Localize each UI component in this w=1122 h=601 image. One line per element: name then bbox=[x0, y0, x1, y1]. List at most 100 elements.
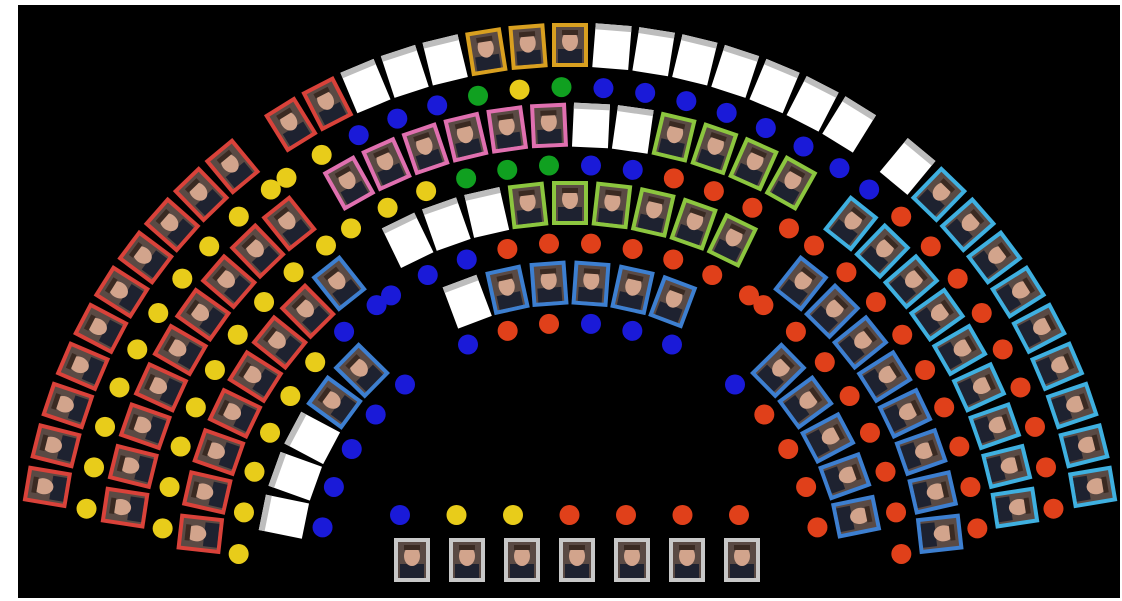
seat-dot bbox=[254, 292, 274, 312]
seat-dot bbox=[503, 505, 523, 525]
seat-dot bbox=[261, 179, 281, 199]
photo-hair bbox=[734, 545, 750, 550]
member-photo bbox=[176, 513, 224, 554]
seat-dot bbox=[366, 405, 386, 425]
empty-seat bbox=[612, 105, 654, 154]
member-photo bbox=[724, 538, 760, 582]
seat-dot bbox=[395, 375, 415, 395]
seat-dot bbox=[967, 518, 987, 538]
photo-suit bbox=[400, 564, 424, 578]
seat-dot bbox=[742, 198, 762, 218]
seat-dot bbox=[551, 77, 571, 97]
seat-dot bbox=[753, 295, 773, 315]
seat-dot bbox=[313, 517, 333, 537]
seat-dot bbox=[416, 181, 436, 201]
seat-dot bbox=[859, 179, 879, 199]
photo-hair bbox=[562, 188, 578, 193]
seat-dot bbox=[662, 335, 682, 355]
seat-dot bbox=[95, 417, 115, 437]
seat-dot bbox=[948, 269, 968, 289]
seat-dot bbox=[972, 303, 992, 323]
seat-dot bbox=[794, 136, 814, 156]
seat-dot bbox=[539, 314, 559, 334]
seat-dot bbox=[280, 386, 300, 406]
seat-dot bbox=[635, 83, 655, 103]
seat-dot bbox=[560, 505, 580, 525]
seat-dot bbox=[199, 236, 219, 256]
member-photo bbox=[530, 103, 568, 149]
seat-dot bbox=[860, 423, 880, 443]
seat-dot bbox=[616, 505, 636, 525]
seat-dot bbox=[623, 160, 643, 180]
seat-dot bbox=[663, 249, 683, 269]
seat-dot bbox=[171, 437, 191, 457]
seat-dot bbox=[324, 477, 344, 497]
seat-dot bbox=[260, 423, 280, 443]
seat-dot bbox=[886, 502, 906, 522]
seat-dot bbox=[456, 168, 476, 188]
empty-seat bbox=[592, 23, 631, 70]
member-photo bbox=[529, 261, 568, 307]
seat-dot bbox=[367, 295, 387, 315]
seat-dot bbox=[341, 218, 361, 238]
photo-suit bbox=[510, 564, 534, 578]
seat-dot bbox=[305, 352, 325, 372]
member-photo bbox=[508, 181, 549, 229]
seat-dot bbox=[378, 198, 398, 218]
photo-suit bbox=[558, 207, 582, 221]
photo-hair bbox=[624, 545, 640, 550]
seat-dot bbox=[593, 78, 613, 98]
member-photo bbox=[592, 181, 633, 229]
member-photo bbox=[916, 513, 964, 554]
seat-dot bbox=[921, 236, 941, 256]
seat-dot bbox=[109, 377, 129, 397]
seat-dot bbox=[153, 518, 173, 538]
seat-dot bbox=[581, 156, 601, 176]
member-photo bbox=[504, 538, 540, 582]
seat-dot bbox=[829, 158, 849, 178]
seat-dot bbox=[160, 477, 180, 497]
seat-dot bbox=[1025, 417, 1045, 437]
seat-dot bbox=[622, 321, 642, 341]
member-photo bbox=[571, 261, 610, 307]
seat-dot bbox=[284, 262, 304, 282]
member-photo bbox=[23, 465, 72, 508]
seat-dot bbox=[756, 118, 776, 138]
seat-dot bbox=[349, 125, 369, 145]
seat-dot bbox=[673, 505, 693, 525]
seat-dot bbox=[234, 502, 254, 522]
seat-dot bbox=[1011, 377, 1031, 397]
seat-dot bbox=[717, 103, 737, 123]
seat-dot bbox=[623, 239, 643, 259]
photo-suit bbox=[620, 564, 644, 578]
member-photo bbox=[614, 538, 650, 582]
seat-dot bbox=[510, 80, 530, 100]
seat-dot bbox=[754, 405, 774, 425]
photo-suit bbox=[730, 564, 754, 578]
member-photo bbox=[508, 23, 547, 70]
seat-dot bbox=[312, 145, 332, 165]
seat-dot bbox=[786, 322, 806, 342]
seat-dot bbox=[497, 239, 517, 259]
seat-dot bbox=[186, 397, 206, 417]
seat-dot bbox=[244, 462, 264, 482]
seat-dot bbox=[1036, 457, 1056, 477]
seat-dot bbox=[539, 234, 559, 254]
seat-dot bbox=[807, 517, 827, 537]
seat-dot bbox=[778, 439, 798, 459]
seat-dot bbox=[876, 462, 896, 482]
member-photo bbox=[394, 538, 430, 582]
photo-suit bbox=[558, 49, 582, 63]
seat-dot bbox=[676, 91, 696, 111]
seat-dot bbox=[729, 505, 749, 525]
seat-dot bbox=[779, 218, 799, 238]
seat-dot bbox=[949, 437, 969, 457]
seat-dot bbox=[205, 360, 225, 380]
member-photo bbox=[449, 538, 485, 582]
seat-dot bbox=[229, 544, 249, 564]
seat-dot bbox=[418, 265, 438, 285]
seat-dot bbox=[127, 339, 147, 359]
member-photo bbox=[552, 181, 588, 225]
seat-dot bbox=[915, 360, 935, 380]
seat-dot bbox=[815, 352, 835, 372]
